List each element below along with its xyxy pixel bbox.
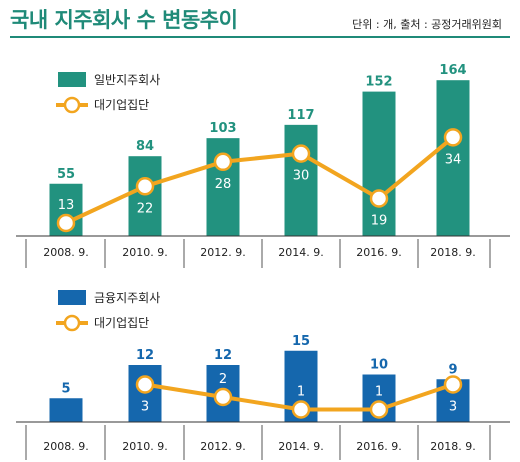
title-divider bbox=[10, 36, 510, 38]
line-point bbox=[56, 213, 76, 233]
bar bbox=[362, 91, 396, 236]
legend-line-marker bbox=[63, 314, 81, 332]
x-tick-label: 2012. 9. bbox=[200, 440, 245, 453]
line-value-label: 1 bbox=[375, 385, 383, 400]
bar-value-label: 10 bbox=[370, 358, 388, 373]
line-value-label: 19 bbox=[371, 214, 388, 229]
legend-bar-swatch bbox=[58, 290, 86, 305]
line-point bbox=[213, 152, 233, 172]
legend-label: 대기업집단 bbox=[94, 98, 149, 112]
x-tick-label: 2016. 9. bbox=[356, 440, 401, 453]
line-point bbox=[135, 177, 155, 196]
line-value-label: 30 bbox=[293, 169, 310, 184]
line-point bbox=[213, 387, 233, 407]
bar bbox=[128, 156, 162, 236]
bar-value-label: 164 bbox=[439, 63, 466, 78]
line-value-label: 22 bbox=[137, 201, 154, 216]
legend-label: 금융지주회사 bbox=[94, 291, 160, 305]
line-value-label: 13 bbox=[58, 198, 75, 213]
legend-line-marker bbox=[63, 96, 81, 114]
bar-value-label: 84 bbox=[136, 139, 154, 154]
legend-label: 대기업집단 bbox=[94, 316, 149, 330]
bar-value-label: 103 bbox=[209, 121, 236, 136]
bar-value-label: 15 bbox=[292, 334, 310, 349]
x-tick-label: 2018. 9. bbox=[430, 440, 475, 453]
bar bbox=[436, 80, 470, 236]
line-point bbox=[443, 375, 463, 394]
line-point bbox=[369, 400, 389, 419]
bar-value-label: 5 bbox=[61, 381, 70, 396]
legend-label: 일반지주회사 bbox=[94, 73, 160, 87]
x-tick-label: 2010. 9. bbox=[122, 440, 167, 453]
bar-value-label: 152 bbox=[365, 75, 392, 90]
bar-value-label: 12 bbox=[136, 348, 154, 363]
line-series bbox=[65, 135, 455, 225]
x-tick-label: 2016. 9. bbox=[356, 246, 401, 259]
bar bbox=[49, 398, 83, 422]
x-tick-label: 2010. 9. bbox=[122, 246, 167, 259]
line-value-label: 3 bbox=[449, 400, 457, 415]
bar-value-label: 117 bbox=[287, 108, 314, 123]
line-value-label: 28 bbox=[215, 177, 232, 192]
x-tick-label: 2018. 9. bbox=[430, 246, 475, 259]
x-tick-label: 2014. 9. bbox=[278, 440, 323, 453]
x-tick-label: 2008. 9. bbox=[43, 246, 88, 259]
line-value-label: 1 bbox=[297, 385, 305, 400]
line-point bbox=[443, 128, 463, 147]
bar-value-label: 12 bbox=[214, 348, 232, 363]
line-value-label: 3 bbox=[141, 400, 149, 415]
legend-bar-swatch bbox=[58, 72, 86, 87]
line-point bbox=[135, 375, 155, 394]
line-point bbox=[369, 189, 389, 208]
line-value-label: 2 bbox=[219, 372, 227, 387]
bar bbox=[284, 124, 318, 236]
line-value-label: 34 bbox=[445, 152, 462, 167]
line-point bbox=[291, 400, 311, 419]
source-note: 단위 : 개, 출처 : 공정거래위원회 bbox=[352, 18, 502, 31]
bar-value-label: 9 bbox=[448, 362, 457, 377]
x-tick-label: 2012. 9. bbox=[200, 246, 245, 259]
bar-value-label: 55 bbox=[57, 167, 75, 182]
line-point bbox=[291, 144, 311, 163]
chart-title: 국내 지주회사 수 변동추이 bbox=[10, 8, 238, 32]
x-tick-label: 2014. 9. bbox=[278, 246, 323, 259]
x-tick-label: 2008. 9. bbox=[43, 440, 88, 453]
